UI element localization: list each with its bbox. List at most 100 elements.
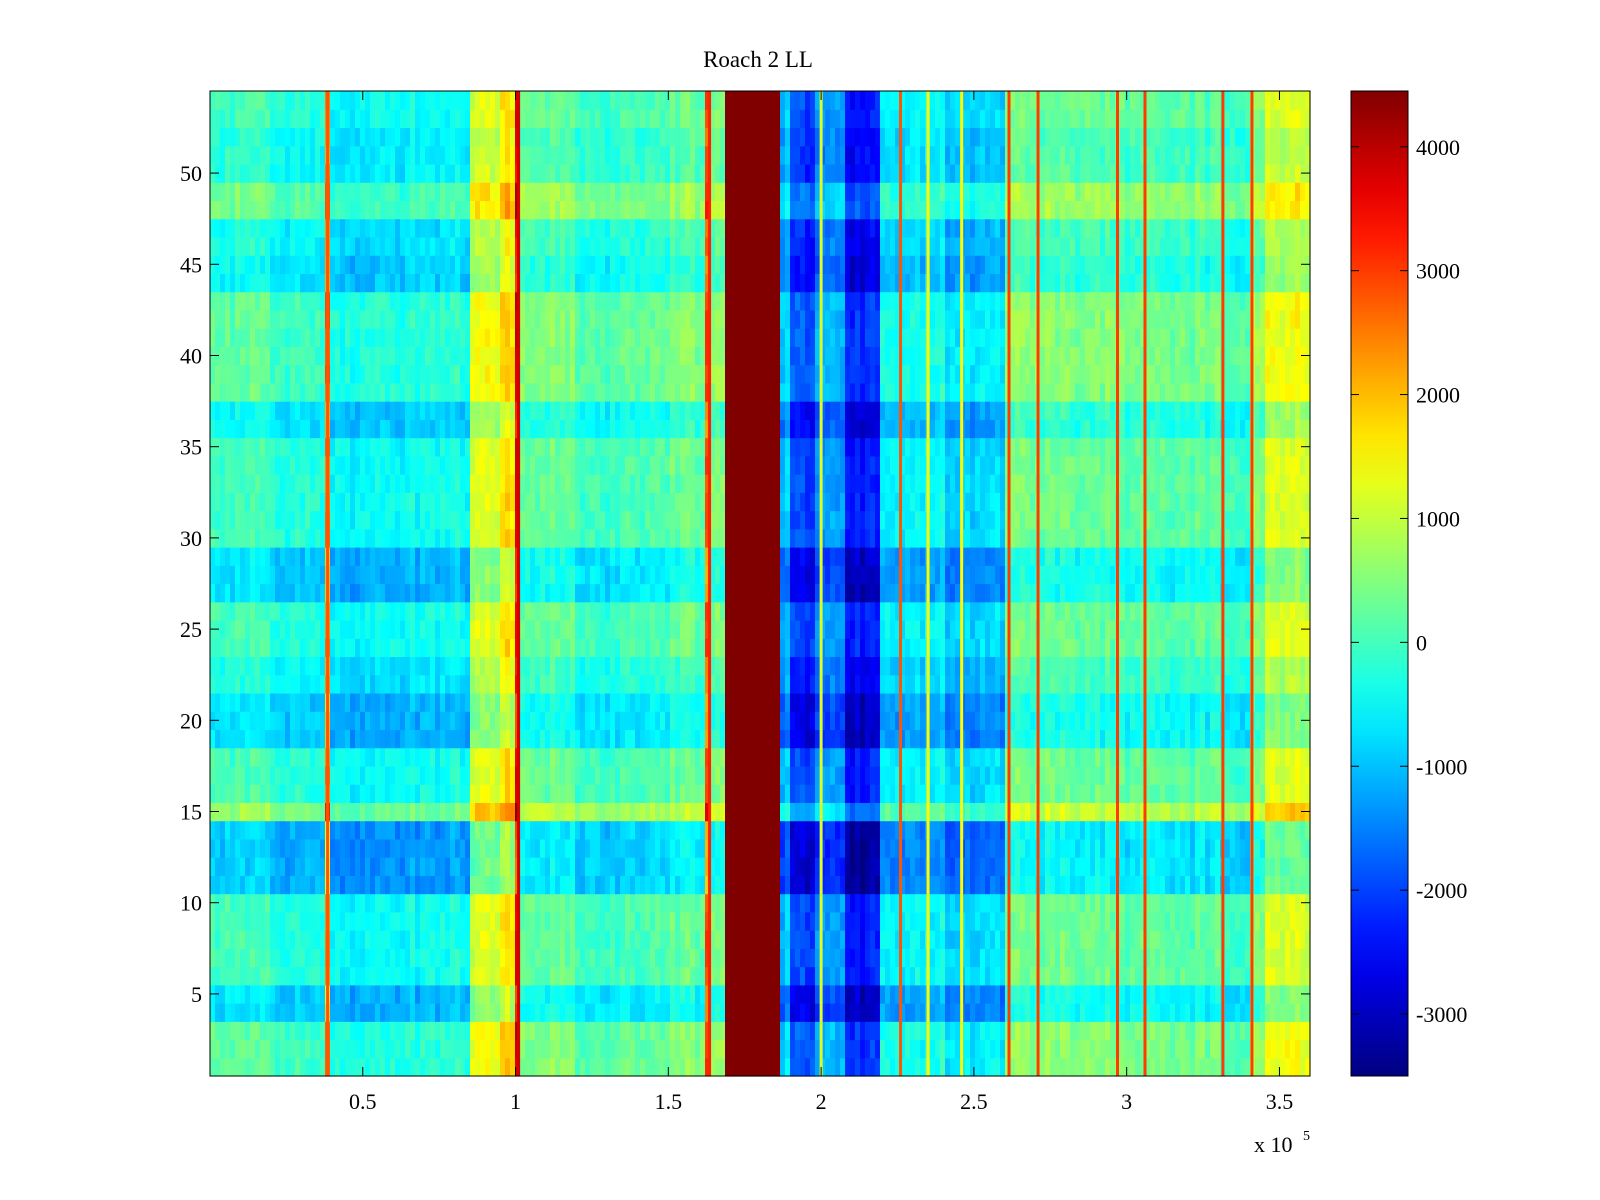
heatmap-cell (465, 437, 471, 457)
heatmap-cell (250, 218, 256, 238)
heatmap-cell (335, 638, 341, 658)
heatmap-cell (495, 948, 501, 968)
heatmap-cell (365, 1039, 371, 1059)
heatmap-cell (380, 729, 386, 749)
heatmap-cell (570, 510, 576, 530)
heatmap-cell (285, 893, 291, 913)
heatmap-cell (320, 382, 326, 402)
heatmap-cell (310, 109, 316, 129)
heatmap-cell (315, 1039, 321, 1059)
heatmap-cell (460, 309, 466, 329)
heatmap-cell (420, 893, 426, 913)
heatmap-cell (480, 1003, 486, 1022)
heatmap-cell (505, 419, 511, 439)
heatmap-cell (355, 747, 361, 767)
heatmap-cell (580, 893, 586, 913)
heatmap-cell (395, 382, 401, 402)
heatmap-cell (280, 145, 286, 165)
heatmap-cell (575, 291, 581, 311)
heatmap-cell (610, 273, 616, 293)
heatmap-cell (560, 893, 566, 913)
heatmap-cell (480, 474, 486, 493)
heatmap-cell (230, 838, 236, 858)
heatmap-cell (400, 182, 406, 202)
heatmap-cell (660, 200, 666, 220)
heatmap-cell (480, 930, 486, 949)
heatmap-cell (435, 583, 441, 603)
heatmap-cell (570, 255, 576, 275)
heatmap-cell (430, 163, 436, 183)
heatmap-cell (550, 328, 556, 347)
heatmap-cell (335, 565, 341, 585)
heatmap-cell (435, 984, 441, 1004)
heatmap-cell (625, 966, 631, 986)
heatmap-cell (645, 492, 651, 512)
heatmap-cell (275, 747, 281, 767)
heatmap-cell (450, 382, 456, 402)
heatmap-cell (425, 565, 431, 585)
heatmap-cell (235, 455, 241, 475)
heatmap-cell (380, 145, 386, 165)
heatmap-cell (550, 692, 556, 712)
heatmap-cell (565, 747, 571, 767)
heatmap-cell (665, 674, 671, 694)
heatmap-cell (610, 802, 616, 822)
heatmap-cell (305, 1039, 311, 1059)
heatmap-cell (575, 1057, 581, 1077)
heatmap-cell (330, 163, 336, 183)
heatmap-cell (375, 419, 381, 439)
heatmap-cell (255, 291, 261, 311)
heatmap-cell (365, 674, 371, 694)
heatmap-cell (315, 145, 321, 165)
heatmap-cell (650, 674, 656, 694)
heatmap-cell (345, 1021, 351, 1041)
heatmap-cell (505, 127, 511, 147)
heatmap-cell (605, 930, 611, 949)
heatmap-cell (320, 109, 326, 129)
heatmap-cell (280, 784, 286, 803)
heatmap-cell (425, 1003, 431, 1022)
heatmap-cell (350, 1021, 356, 1041)
heatmap-cell (335, 838, 341, 858)
heatmap-cell (665, 309, 671, 329)
heatmap-cell (555, 218, 561, 238)
heatmap-cell (330, 437, 336, 457)
heatmap-cell (630, 474, 636, 493)
heatmap-cell (500, 91, 506, 110)
heatmap-cell (390, 437, 396, 457)
heatmap-cell (550, 510, 556, 530)
heatmap-cell (530, 492, 536, 512)
heatmap-cell (435, 218, 441, 238)
heatmap-cell (235, 893, 241, 913)
heatmap-cell (660, 364, 666, 384)
heatmap-cell (245, 656, 251, 676)
heatmap-cell (595, 875, 601, 895)
heatmap-cell (275, 382, 281, 402)
heatmap-cell (615, 455, 621, 475)
heatmap-cell (220, 930, 226, 949)
heatmap-cell (465, 255, 471, 275)
heatmap-cell (570, 492, 576, 512)
heatmap-cell (555, 565, 561, 585)
heatmap-cell (650, 419, 656, 439)
heatmap-cell (505, 510, 511, 530)
heatmap-cell (595, 510, 601, 530)
heatmap-cell (380, 528, 386, 548)
heatmap-cell (495, 1003, 501, 1022)
heatmap-cell (475, 528, 481, 548)
heatmap-cell (300, 656, 306, 676)
heatmap-cell (505, 820, 511, 840)
heatmap-cell (275, 638, 281, 658)
heatmap-cell (390, 820, 396, 840)
heatmap-cell (635, 820, 641, 840)
heatmap-cell (285, 91, 291, 110)
heatmap-cell (580, 747, 586, 767)
heatmap-cell (590, 236, 596, 256)
heatmap-cell (320, 510, 326, 530)
heatmap-cell (305, 109, 311, 129)
heatmap-cell (615, 382, 621, 402)
heatmap-cell (410, 309, 416, 329)
heatmap-cell (625, 784, 631, 803)
heatmap-cell (500, 492, 506, 512)
heatmap-cell (295, 911, 301, 931)
